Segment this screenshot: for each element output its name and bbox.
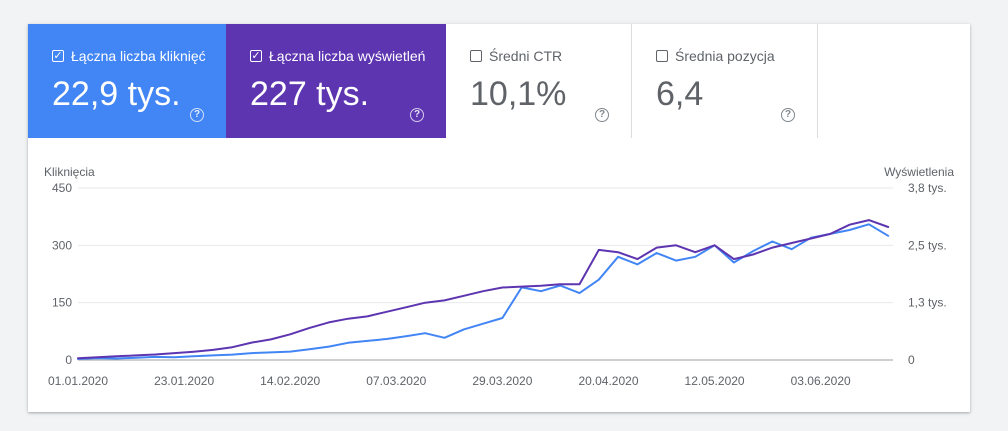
checkbox-icon[interactable]: ✓	[250, 49, 262, 62]
series-line-clicks	[77, 223, 890, 360]
performance-card: ✓ Łączna liczba kliknięć 22,9 tys. ? ✓ Ł…	[28, 24, 970, 412]
y-axis-left-label: Kliknięcia	[44, 165, 95, 179]
metric-label: Średni CTR	[489, 48, 563, 64]
x-tick-label: 12.05.2020	[685, 374, 745, 388]
metric-label: Łączna liczba wyświetleń	[269, 48, 426, 64]
y-left-tick-label: 300	[52, 238, 72, 252]
metric-value: 22,9 tys.	[52, 75, 181, 113]
metric-average-ctr[interactable]: Średni CTR 10,1% ?	[446, 24, 632, 138]
checkbox-icon[interactable]	[470, 50, 482, 62]
performance-chart: Kliknięcia Wyświetlenia 0 150 300 450 0 1,3 …	[44, 165, 954, 388]
help-icon[interactable]: ?	[410, 108, 424, 122]
metric-total-clicks[interactable]: ✓ Łączna liczba kliknięć 22,9 tys. ?	[28, 24, 226, 138]
help-icon[interactable]: ?	[781, 108, 795, 122]
y-axis-right-label: Wyświetlenia	[884, 165, 954, 179]
y-right-tick-label: 0	[908, 353, 915, 367]
metric-value: 227 tys.	[250, 75, 370, 113]
y-left-tick-label: 150	[52, 296, 72, 310]
metric-label: Łączna liczba kliknięć	[71, 48, 206, 64]
x-tick-label: 23.01.2020	[154, 374, 214, 388]
metric-value: 6,4	[656, 75, 704, 113]
x-tick-label: 20.04.2020	[578, 374, 638, 388]
y-right-tick-label: 2,5 tys.	[908, 238, 947, 252]
series-line-impressions	[77, 219, 890, 360]
x-tick-label: 07.03.2020	[366, 374, 426, 388]
x-tick-label: 14.02.2020	[260, 374, 320, 388]
x-tick-label: 01.01.2020	[48, 374, 108, 388]
y-left-tick-label: 0	[65, 353, 72, 367]
metric-value: 10,1%	[470, 75, 567, 113]
x-tick-label: 03.06.2020	[791, 374, 851, 388]
x-tick-label: 29.03.2020	[472, 374, 532, 388]
metric-total-impressions[interactable]: ✓ Łączna liczba wyświetleń 227 tys. ?	[226, 24, 446, 138]
y-right-tick-label: 3,8 tys.	[908, 181, 947, 195]
checkbox-icon[interactable]	[656, 50, 668, 62]
help-icon[interactable]: ?	[595, 108, 609, 122]
y-right-tick-label: 1,3 tys.	[908, 296, 947, 310]
metric-label: Średnia pozycja	[675, 48, 775, 64]
chart-grid	[78, 187, 893, 361]
help-icon[interactable]: ?	[190, 108, 204, 122]
metric-average-position[interactable]: Średnia pozycja 6,4 ?	[632, 24, 818, 138]
checkbox-icon[interactable]: ✓	[52, 49, 64, 62]
y-left-tick-label: 450	[52, 181, 72, 195]
